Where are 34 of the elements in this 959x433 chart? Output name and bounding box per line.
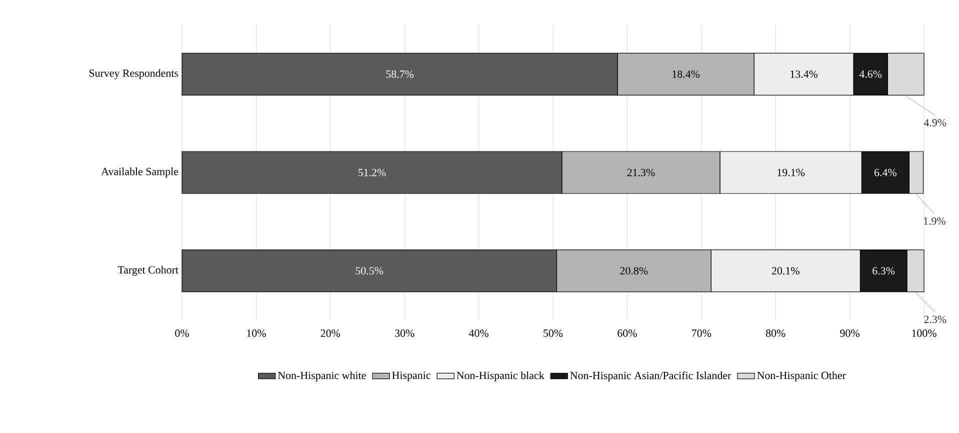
x-tick-label: 0% <box>175 330 189 337</box>
data-label: 21.3% <box>627 168 655 176</box>
x-tick-label: 20% <box>320 330 340 337</box>
x-tick-label: 50% <box>544 330 563 337</box>
y-tick-label: Survey Respondents <box>89 69 178 80</box>
data-label: 2.3% <box>924 316 946 324</box>
x-tick-label: 60% <box>618 330 637 337</box>
x-tick-label: 80% <box>766 330 786 337</box>
data-label: 51.2% <box>358 168 386 176</box>
data-label: 6.3% <box>872 267 895 275</box>
data-label: 4.6% <box>859 70 882 78</box>
x-tick-label: 30% <box>395 330 414 337</box>
data-label: 1.9% <box>924 217 946 225</box>
x-tick-label: 10% <box>247 330 266 337</box>
legend-label: Non-Hispanic Other <box>757 371 846 382</box>
data-label: 6.4% <box>874 168 896 176</box>
y-tick-label: Target Cohort <box>118 266 178 276</box>
data-label: 19.1% <box>778 168 805 176</box>
data-label: 20.8% <box>620 267 648 275</box>
data-label: 20.1% <box>772 267 800 275</box>
legend-label: Non-Hispanic white <box>278 371 366 382</box>
legend-label: Non-Hispanic black <box>456 371 544 382</box>
x-tick-label: 70% <box>692 330 712 337</box>
x-tick-label: 90% <box>840 330 860 337</box>
data-label: 4.9% <box>924 118 946 126</box>
data-label: 50.5% <box>356 267 384 275</box>
x-tick-label: 40% <box>468 330 488 337</box>
x-tick-label: 100% <box>912 330 936 337</box>
data-label: 13.4% <box>790 70 818 78</box>
data-label: 18.4% <box>672 70 700 78</box>
legend-label: Hispanic <box>392 372 430 382</box>
data-label: 58.7% <box>386 70 414 78</box>
legend-label: Non-Hispanic Asian/Pacific Islander <box>570 371 732 382</box>
y-tick-label: Available Sample <box>101 168 178 178</box>
